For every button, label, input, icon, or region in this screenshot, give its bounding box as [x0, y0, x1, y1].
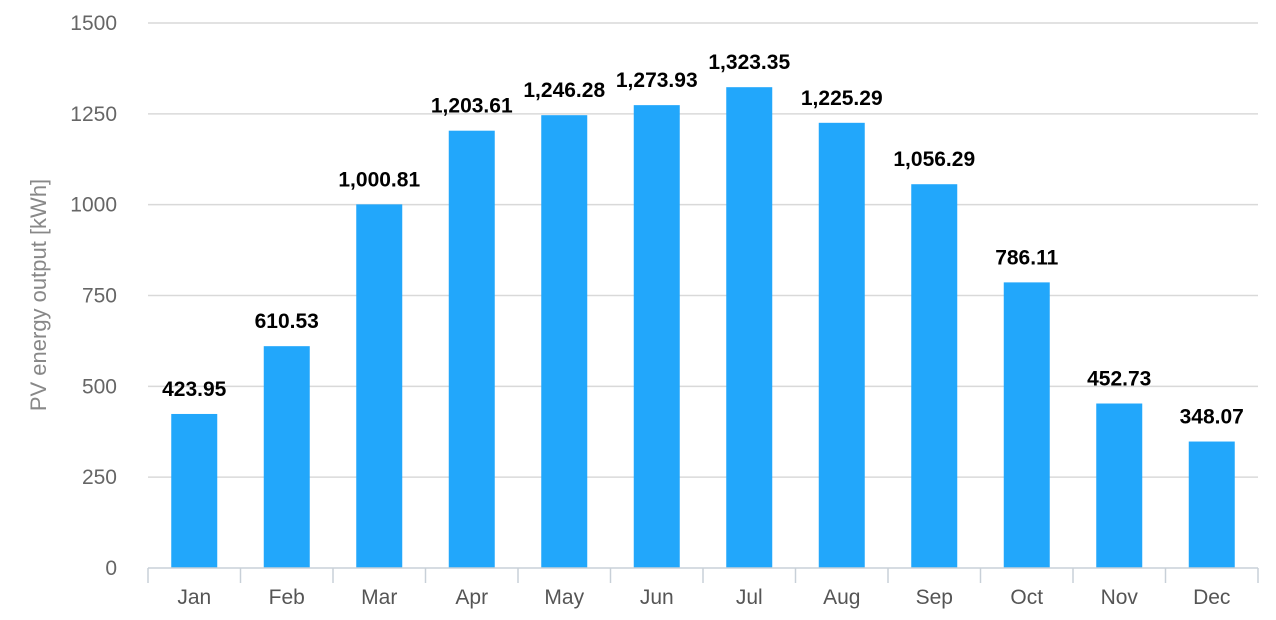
bar-jan: [171, 413, 218, 568]
x-tick-label: Mar: [361, 586, 397, 609]
bar-jul: [726, 87, 773, 568]
data-label-apr: 1,203.61: [431, 95, 513, 118]
data-label-jul: 1,323.35: [708, 51, 790, 74]
y-tick-label: 500: [82, 375, 117, 398]
data-label-sep: 1,056.29: [893, 148, 975, 171]
x-tick-label: Oct: [1010, 586, 1043, 609]
bar-apr: [448, 130, 495, 569]
data-label-jun: 1,273.93: [616, 69, 698, 92]
x-tick-label: Aug: [823, 586, 860, 609]
y-tick-label: 250: [82, 466, 117, 489]
data-label-nov: 452.73: [1087, 368, 1151, 391]
x-axis: Jan Feb Mar Apr May Jun Jul Aug Sep Oct Nov Dec: [147, 567, 1259, 609]
x-tick-label: Nov: [1101, 586, 1139, 609]
bar-oct: [1003, 282, 1050, 568]
bar-dec: [1188, 441, 1235, 568]
x-tick-label: Jan: [177, 586, 211, 609]
data-label-aug: 1,225.29: [801, 87, 883, 110]
bars: [171, 87, 1235, 569]
y-tick-label: 0: [105, 557, 117, 580]
bar-jun: [633, 105, 680, 568]
bar-feb: [263, 346, 310, 568]
x-tick-label: Jul: [736, 586, 763, 609]
data-label-feb: 610.53: [255, 310, 319, 333]
data-label-may: 1,246.28: [523, 79, 605, 102]
data-label-oct: 786.11: [995, 246, 1058, 269]
bar-mar: [356, 204, 403, 568]
bar-may: [541, 115, 588, 568]
bar-sep: [911, 184, 958, 568]
y-tick-label: 750: [82, 285, 117, 308]
gridlines: 0 250 500 750 1000 1250 1500: [70, 12, 1258, 580]
bar-nov: [1096, 403, 1143, 568]
x-tick-label: Feb: [269, 586, 305, 609]
y-axis-title: PV energy output [kWh]: [26, 179, 51, 411]
x-tick-label: Jun: [640, 586, 674, 609]
x-tick-label: Apr: [455, 586, 488, 609]
data-labels: 423.95 610.53 1,000.81 1,203.61 1,246.28 1,27…: [162, 51, 1244, 428]
data-label-jan: 423.95: [162, 378, 227, 401]
y-tick-label: 1000: [70, 194, 117, 217]
x-tick-label: Sep: [916, 586, 953, 609]
y-tick-label: 1250: [70, 103, 117, 126]
data-label-mar: 1,000.81: [338, 168, 420, 191]
y-tick-label: 1500: [70, 12, 117, 35]
bar-aug: [818, 122, 865, 568]
data-label-dec: 348.07: [1180, 406, 1244, 429]
x-tick-label: Dec: [1193, 586, 1230, 609]
x-tick-label: May: [544, 586, 584, 609]
